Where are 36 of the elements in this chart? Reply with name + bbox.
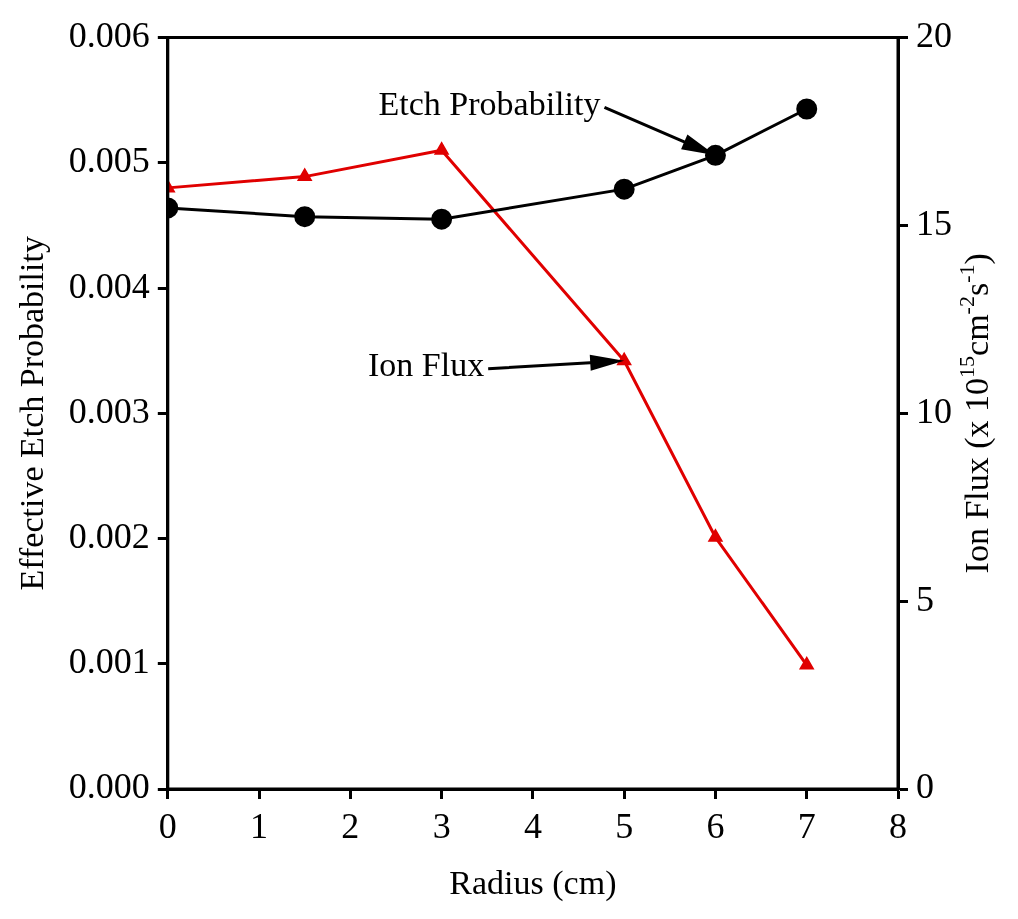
annotation: Etch Probability	[378, 85, 601, 123]
x-tick-label: 1	[250, 806, 269, 847]
annotation: Ion Flux	[367, 346, 485, 384]
y-tick-label: 0.006	[68, 15, 150, 56]
point	[617, 353, 631, 366]
point	[704, 144, 726, 166]
y2-tick-label: 20	[916, 15, 952, 56]
point	[800, 657, 814, 670]
point	[431, 208, 453, 230]
x-tick-label: 3	[432, 806, 451, 847]
x-axis-title: Radius (cm)	[449, 863, 617, 902]
y-tick-label: 0.003	[68, 390, 150, 431]
y2-tick-label: 0	[916, 766, 934, 807]
x-tick-label: 7	[797, 806, 816, 847]
point	[708, 529, 723, 542]
y-axis-title: Effective Etch Probability	[13, 236, 51, 591]
y-tick-label: 0.005	[68, 140, 150, 181]
y2-tick-label: 5	[916, 578, 934, 619]
y-tick-label: 0.002	[68, 515, 150, 556]
x-tick-label: 4	[523, 806, 542, 847]
x-tick-label: 0	[158, 806, 177, 847]
y2-tick-label: 10	[916, 390, 952, 431]
point	[434, 142, 449, 155]
point	[796, 98, 818, 120]
point	[294, 206, 316, 228]
y-tick-label: 0.000	[68, 766, 150, 807]
point	[298, 169, 312, 182]
y-tick-label: 0.004	[68, 265, 150, 306]
x-tick-label: 6	[706, 806, 725, 847]
x-tick-label: 8	[889, 806, 907, 847]
x-tick-label: 5	[615, 806, 634, 847]
y-tick-label: 0.001	[68, 641, 150, 682]
x-tick-label: 2	[341, 806, 360, 847]
y2-axis-title: Ion Flux (x 1015cm-2s-1)	[954, 253, 996, 574]
point	[613, 178, 635, 200]
y2-tick-label: 15	[916, 202, 952, 243]
